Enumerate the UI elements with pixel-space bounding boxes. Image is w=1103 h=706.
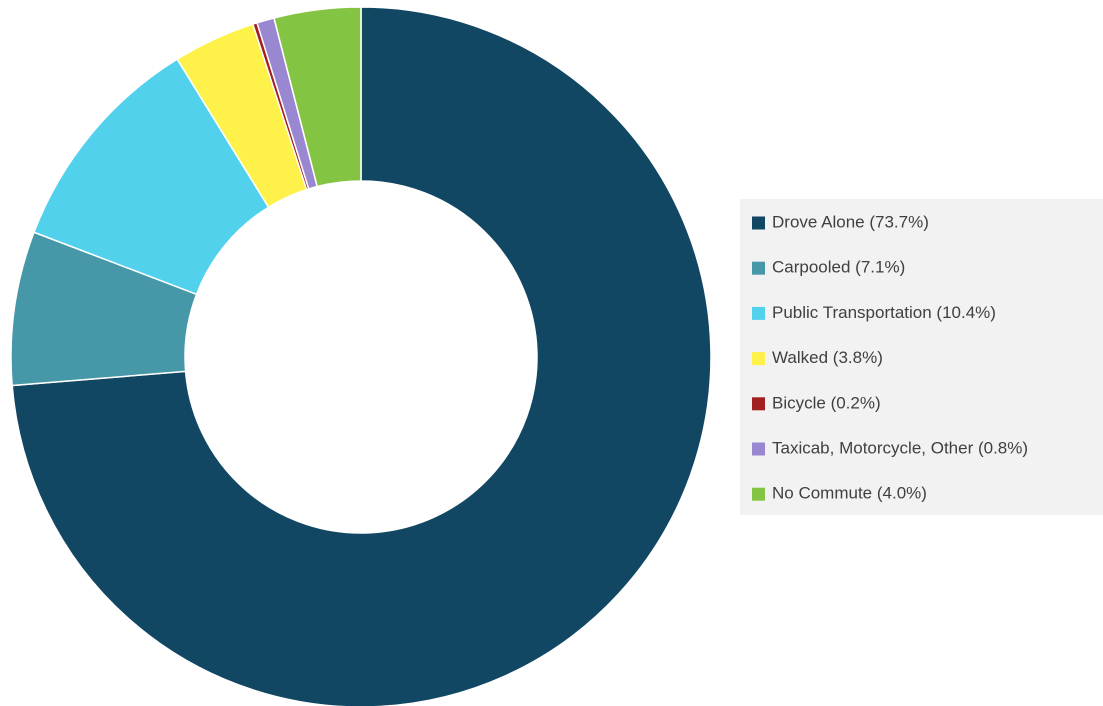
legend-label: Carpooled (7.1%) bbox=[772, 258, 905, 277]
legend-swatch bbox=[752, 306, 765, 320]
legend-swatch bbox=[752, 487, 765, 501]
legend-swatch bbox=[752, 261, 765, 275]
legend-label: No Commute (4.0%) bbox=[772, 484, 927, 503]
legend-label: Walked (3.8%) bbox=[772, 348, 883, 367]
legend-swatch bbox=[752, 442, 765, 456]
legend-label: Drove Alone (73.7%) bbox=[772, 212, 929, 231]
legend-label: Bicycle (0.2%) bbox=[772, 393, 881, 412]
donut-segment bbox=[11, 6, 712, 706]
legend-swatch bbox=[752, 397, 765, 411]
legend-swatch bbox=[752, 352, 765, 366]
legend-swatch bbox=[752, 216, 765, 230]
legend-box bbox=[740, 199, 1103, 515]
legend-label: Public Transportation (10.4%) bbox=[772, 303, 996, 322]
legend-label: Taxicab, Motorcycle, Other (0.8%) bbox=[772, 438, 1028, 457]
donut-segment bbox=[273, 6, 362, 188]
